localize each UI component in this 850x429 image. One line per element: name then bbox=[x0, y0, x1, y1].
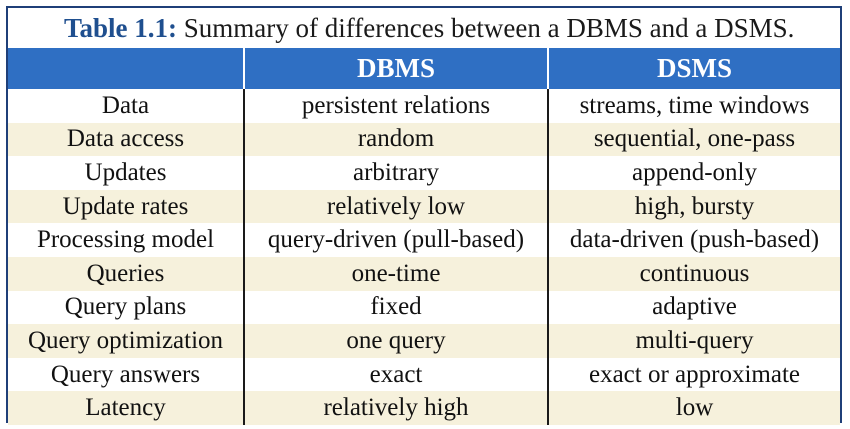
table-row: Update rates relatively low high, bursty bbox=[8, 189, 840, 224]
comparison-table: DBMS DSMS Data persistent relations stre… bbox=[8, 48, 840, 425]
dbms-cell: relatively high bbox=[243, 391, 548, 425]
row-label: Processing model bbox=[36, 226, 215, 254]
row-label: Updates bbox=[84, 158, 167, 186]
dsms-cell: data-driven (push-based) bbox=[547, 223, 840, 257]
dsms-cell: adaptive bbox=[547, 290, 840, 325]
row-label: Latency bbox=[8, 391, 244, 425]
row-label: Data bbox=[101, 91, 150, 119]
dsms-cell: streams, time windows bbox=[547, 89, 840, 123]
caption-text: Summary of differences between a DBMS an… bbox=[183, 13, 795, 43]
table-row: Updates arbitrary append-only bbox=[8, 156, 840, 190]
dsms-cell: append-only bbox=[547, 156, 840, 190]
dbms-cell: relatively low bbox=[243, 189, 548, 224]
dbms-cell: one query bbox=[243, 324, 548, 358]
dbms-cell: persistent relations bbox=[243, 89, 548, 123]
row-label: Data access bbox=[8, 122, 244, 157]
dbms-cell: fixed bbox=[243, 290, 548, 325]
header-cell-dsms: DSMS bbox=[547, 48, 840, 89]
row-label: Update rates bbox=[8, 189, 244, 224]
dbms-cell: random bbox=[243, 122, 548, 157]
dsms-cell: low bbox=[547, 391, 840, 425]
caption-label: Table 1.1: bbox=[64, 13, 178, 43]
row-label: Query optimization bbox=[8, 324, 244, 358]
dsms-cell: exact or approximate bbox=[547, 357, 840, 392]
table-caption: Table 1.1: Summary of differences betwee… bbox=[8, 8, 840, 48]
dbms-cell: query-driven (pull-based) bbox=[243, 223, 548, 257]
table-row: Latency relatively high low bbox=[8, 391, 840, 425]
header-cell-empty bbox=[8, 48, 244, 89]
header-cell-dbms: DBMS bbox=[243, 48, 548, 89]
table-row: Queries one-time continuous bbox=[8, 256, 840, 291]
dbms-cell: exact bbox=[243, 357, 548, 392]
table-row: Data access random sequential, one-pass bbox=[8, 122, 840, 157]
table-row: Query optimization one query multi-query bbox=[8, 324, 840, 358]
dbms-cell: arbitrary bbox=[243, 156, 548, 190]
table-row: Data persistent relations streams, time … bbox=[8, 89, 840, 123]
dbms-cell: one-time bbox=[243, 256, 548, 291]
table-row: Query plans fixed adaptive bbox=[8, 290, 840, 325]
dsms-cell: sequential, one-pass bbox=[547, 122, 840, 157]
row-label: Query plans bbox=[64, 293, 187, 321]
row-label: Query answers bbox=[50, 360, 201, 388]
dsms-cell: multi-query bbox=[547, 324, 840, 358]
dsms-cell: high, bursty bbox=[547, 189, 840, 224]
dsms-cell: continuous bbox=[547, 256, 840, 291]
table-row: Processing model query-driven (pull-base… bbox=[8, 223, 840, 257]
row-label: Queries bbox=[8, 256, 244, 291]
table-row: Query answers exact exact or approximate bbox=[8, 357, 840, 392]
header-row: DBMS DSMS bbox=[8, 48, 840, 89]
table-frame: Table 1.1: Summary of differences betwee… bbox=[6, 6, 842, 425]
